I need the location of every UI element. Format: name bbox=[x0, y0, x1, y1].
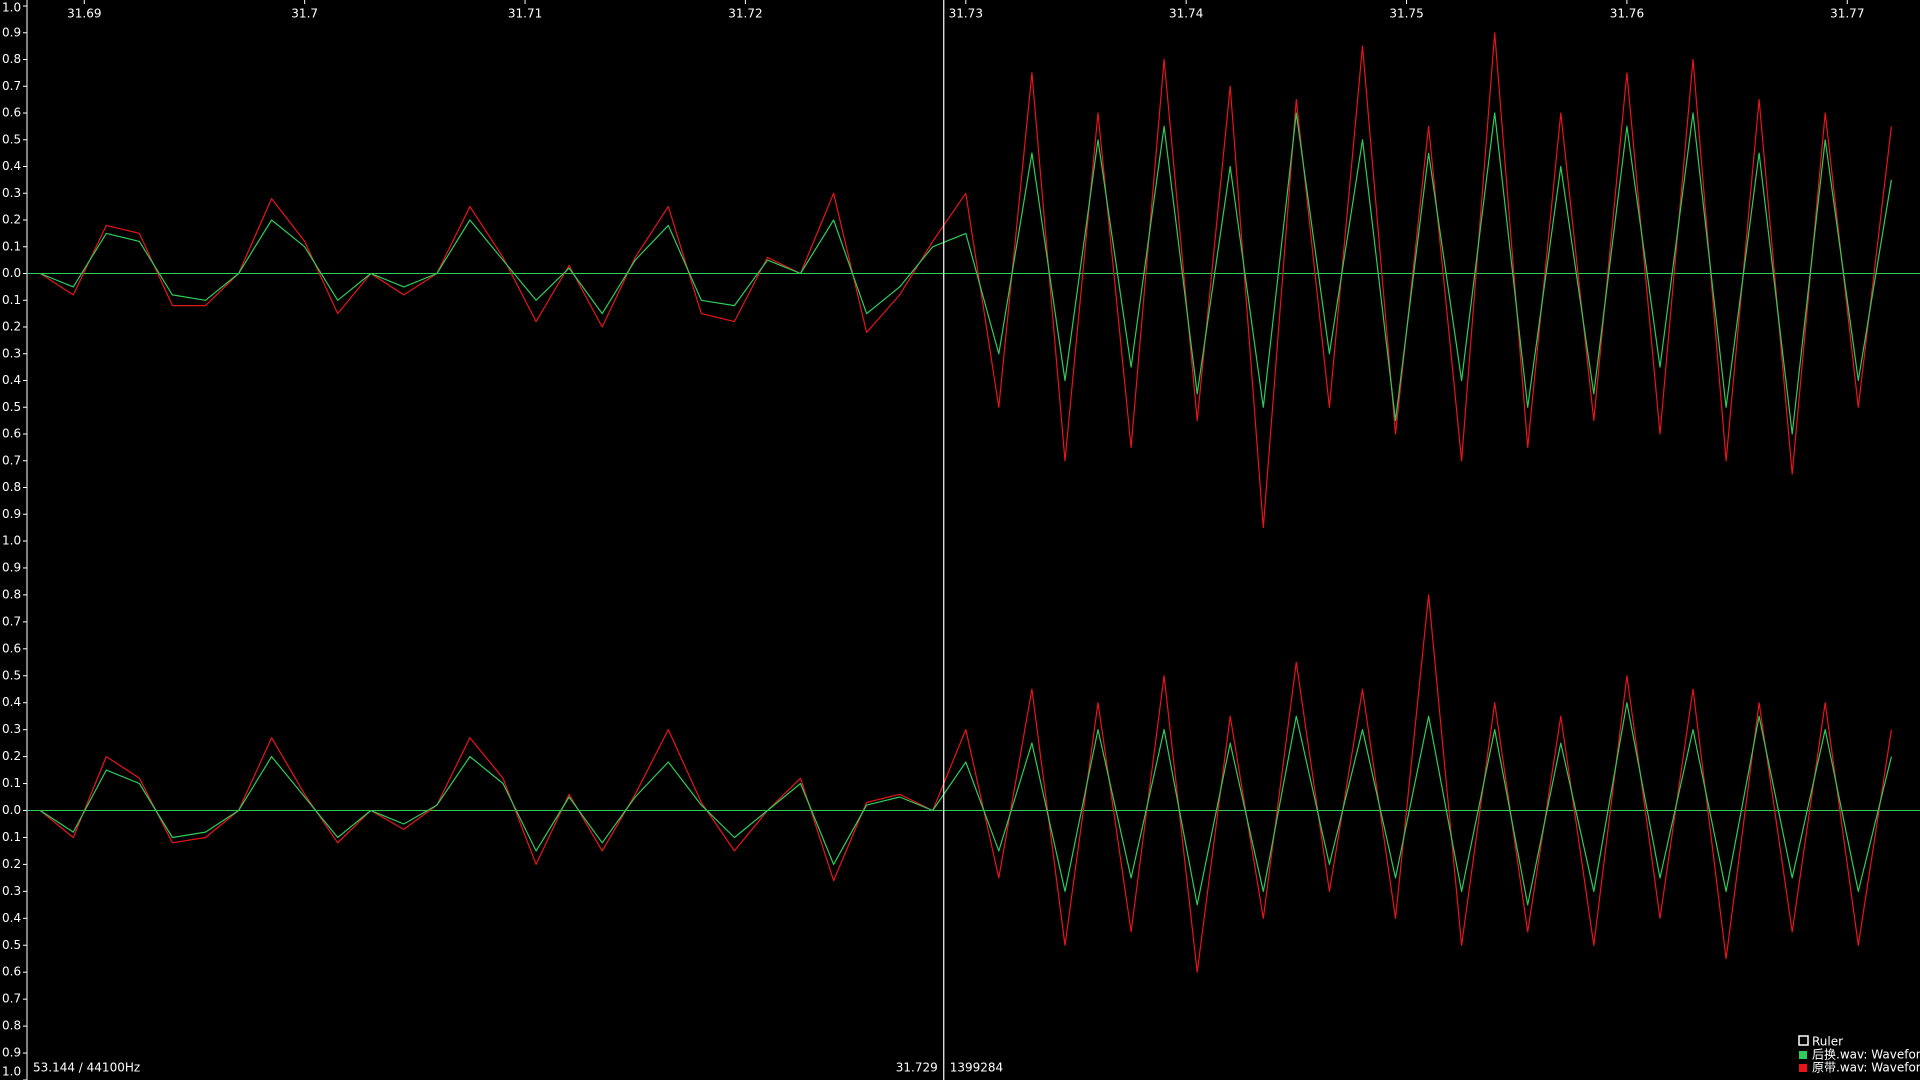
y-tick-label: 0.4 bbox=[2, 159, 21, 173]
y-tick-label: 0.1 bbox=[2, 293, 21, 307]
y-tick-label: 0.9 bbox=[2, 25, 21, 39]
y-tick-label: 0.3 bbox=[2, 884, 21, 898]
y-tick-label: 0.9 bbox=[2, 560, 21, 574]
y-tick-label: 0.7 bbox=[2, 453, 21, 467]
x-tick-label: 31.75 bbox=[1389, 7, 1423, 21]
y-tick-label: 0.4 bbox=[2, 373, 21, 387]
y-tick-label: 1.0 bbox=[2, 1065, 21, 1079]
y-tick-label: 0.2 bbox=[2, 320, 21, 334]
y-tick-label: 0.4 bbox=[2, 695, 21, 709]
waveform-line bbox=[39, 112, 1892, 435]
y-tick-label: 0.3 bbox=[2, 186, 21, 200]
cursor-time: 31.729 bbox=[896, 1061, 938, 1075]
y-tick-label: 0.0 bbox=[2, 266, 21, 280]
legend-label: Ruler bbox=[1812, 1035, 1843, 1049]
y-tick-label: 0.5 bbox=[2, 668, 21, 682]
y-tick-label: 0.6 bbox=[2, 427, 21, 441]
x-tick-label: 31.74 bbox=[1169, 7, 1203, 21]
x-tick-label: 31.72 bbox=[728, 7, 762, 21]
y-tick-label: 0.5 bbox=[2, 132, 21, 146]
y-tick-label: 0.9 bbox=[2, 1046, 21, 1060]
legend-swatch bbox=[1799, 1064, 1807, 1072]
y-tick-label: 0.5 bbox=[2, 938, 21, 952]
y-tick-label: 0.1 bbox=[2, 776, 21, 790]
y-tick-label: 0.6 bbox=[2, 965, 21, 979]
y-tick-label: 0.1 bbox=[2, 830, 21, 844]
legend-label: 后换.wav: Waveform bbox=[1812, 1048, 1920, 1062]
x-tick-label: 31.7 bbox=[291, 7, 318, 21]
y-tick-label: 0.7 bbox=[2, 992, 21, 1006]
status-position: 53.144 / 44100Hz bbox=[33, 1061, 140, 1075]
waveform-line bbox=[39, 702, 1892, 906]
legend-label: 原带.wav: Waveform bbox=[1812, 1061, 1920, 1075]
x-tick-label: 31.77 bbox=[1830, 7, 1864, 21]
y-tick-label: 0.8 bbox=[2, 1019, 21, 1033]
legend-swatch bbox=[1798, 1035, 1809, 1046]
y-tick-label: 0.3 bbox=[2, 722, 21, 736]
x-tick-label: 31.71 bbox=[508, 7, 542, 21]
y-tick-label: 0.6 bbox=[2, 641, 21, 655]
legend-swatch bbox=[1799, 1051, 1807, 1059]
y-tick-label: 0.4 bbox=[2, 911, 21, 925]
x-tick-label: 31.69 bbox=[67, 7, 101, 21]
y-tick-label: 1.0 bbox=[2, 534, 21, 548]
y-tick-label: 1.0 bbox=[2, 1, 21, 15]
y-tick-label: 0.3 bbox=[2, 346, 21, 360]
y-tick-label: 0.9 bbox=[2, 507, 21, 521]
y-tick-label: 0.7 bbox=[2, 614, 21, 628]
y-tick-label: 0.0 bbox=[2, 803, 21, 817]
y-tick-label: 0.8 bbox=[2, 587, 21, 601]
cursor-sample: 1399284 bbox=[950, 1061, 1003, 1075]
y-tick-label: 0.8 bbox=[2, 480, 21, 494]
y-tick-label: 0.2 bbox=[2, 213, 21, 227]
y-tick-label: 0.2 bbox=[2, 749, 21, 763]
x-tick-label: 31.76 bbox=[1610, 7, 1644, 21]
waveform-line bbox=[39, 594, 1892, 973]
y-tick-label: 0.6 bbox=[2, 106, 21, 120]
y-tick-label: 0.5 bbox=[2, 400, 21, 414]
y-tick-label: 0.1 bbox=[2, 239, 21, 253]
y-tick-label: 0.2 bbox=[2, 857, 21, 871]
y-tick-label: 0.7 bbox=[2, 79, 21, 93]
x-tick-label: 31.73 bbox=[949, 7, 983, 21]
y-tick-label: 0.8 bbox=[2, 52, 21, 66]
